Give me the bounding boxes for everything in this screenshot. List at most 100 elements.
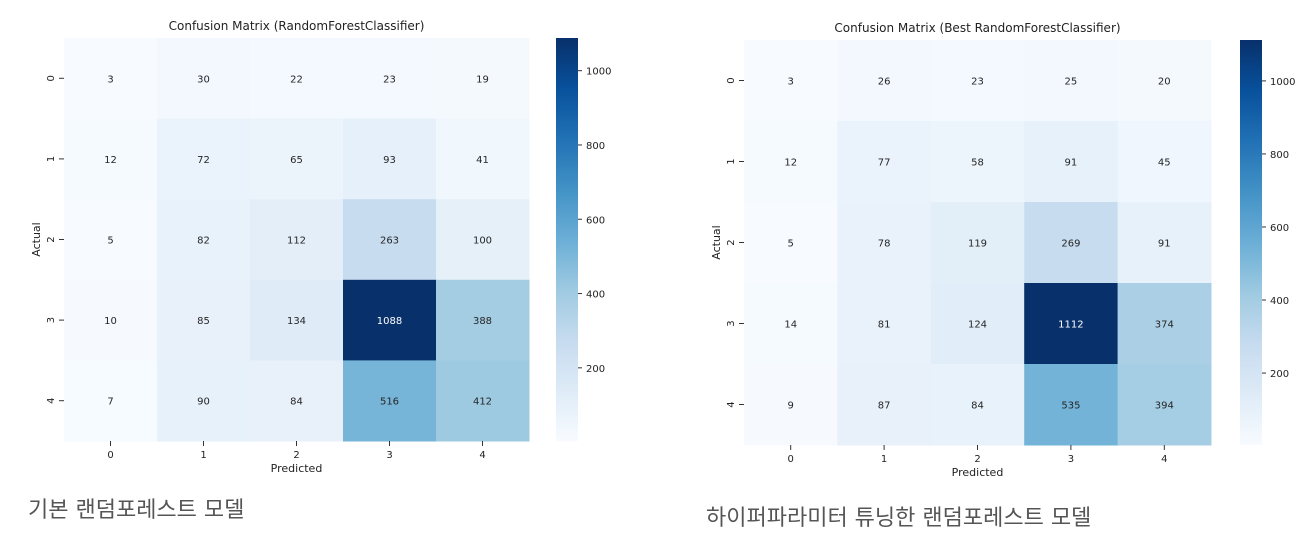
colorbar-tick-label-right-600: 600	[1270, 223, 1289, 234]
x-tick-label-left-0: 0	[107, 450, 113, 461]
cell-left-r0-c2	[250, 38, 344, 120]
cell-left-r3-c4	[436, 279, 530, 361]
chart-title-right: Confusion Matrix (Best RandomForestClass…	[834, 21, 1120, 35]
cell-left-r2-c4	[436, 199, 530, 281]
colorbar-tick-label-right-200: 200	[1270, 369, 1289, 380]
cell-value-right-r1-c1: 77	[878, 158, 891, 169]
cell-value-left-r2-c1: 82	[197, 236, 210, 247]
cell-right-r3-c2	[930, 283, 1025, 365]
cell-value-left-r1-c0: 12	[104, 155, 117, 166]
cell-left-r1-c0	[64, 118, 158, 200]
cell-right-r4-c2	[930, 364, 1025, 446]
cell-value-left-r4-c2: 84	[290, 397, 303, 408]
cell-value-right-r2-c4: 91	[1158, 239, 1171, 250]
cell-value-right-r4-c0: 9	[788, 401, 794, 412]
colorbar-right	[1240, 40, 1262, 445]
cell-value-right-r1-c4: 45	[1158, 158, 1171, 169]
cell-value-right-r0-c4: 20	[1158, 77, 1171, 88]
cell-left-r2-c1	[157, 199, 251, 281]
y-tick-label-left-3: 3	[46, 317, 57, 323]
x-tick-label-right-3: 3	[1068, 454, 1074, 465]
cell-left-r3-c2	[250, 279, 344, 361]
cell-value-left-r4-c1: 90	[197, 397, 210, 408]
chart-title-left: Confusion Matrix (RandomForestClassifier…	[169, 19, 425, 33]
cell-right-r4-c3	[1024, 364, 1119, 446]
caption-tuned-model: 하이퍼파라미터 튜닝한 랜덤포레스트 모델	[706, 506, 1092, 531]
cell-value-left-r0-c2: 22	[290, 74, 303, 85]
cell-value-left-r1-c4: 41	[476, 155, 489, 166]
cell-value-right-r4-c3: 535	[1061, 401, 1080, 412]
cell-value-right-r0-c3: 25	[1065, 77, 1078, 88]
cell-value-left-r0-c4: 19	[476, 74, 489, 85]
cell-value-right-r4-c4: 394	[1155, 401, 1174, 412]
cell-right-r1-c2	[930, 121, 1025, 203]
cell-left-r4-c1	[157, 360, 251, 442]
colorbar-tick-label-left-200: 200	[586, 364, 605, 375]
cell-right-r3-c3	[1024, 283, 1119, 365]
cell-right-r0-c1	[837, 40, 932, 122]
cell-value-right-r3-c4: 374	[1155, 320, 1174, 331]
cell-value-right-r1-c2: 58	[971, 158, 984, 169]
y-axis-label-right: Actual	[710, 225, 723, 259]
y-tick-label-right-2: 2	[726, 239, 737, 245]
cell-right-r2-c2	[930, 202, 1025, 284]
cell-left-r1-c3	[343, 118, 437, 200]
cell-value-left-r3-c4: 388	[473, 316, 492, 327]
cell-value-right-r1-c3: 91	[1065, 158, 1078, 169]
confusion-matrix-left: Confusion Matrix (RandomForestClassifier…	[30, 19, 611, 475]
cell-value-right-r3-c1: 81	[878, 320, 891, 331]
cell-left-r4-c4	[436, 360, 530, 442]
x-tick-label-right-4: 4	[1161, 454, 1167, 465]
x-tick-label-right-0: 0	[788, 454, 794, 465]
cell-value-left-r3-c0: 10	[104, 316, 117, 327]
colorbar-tick-label-right-400: 400	[1270, 296, 1289, 307]
cell-left-r4-c0	[64, 360, 158, 442]
cell-value-left-r4-c0: 7	[107, 397, 113, 408]
cell-value-right-r0-c2: 23	[971, 77, 984, 88]
cell-right-r0-c4	[1117, 40, 1212, 122]
cell-left-r3-c1	[157, 279, 251, 361]
cell-right-r4-c0	[744, 364, 838, 446]
cell-left-r0-c3	[343, 38, 437, 120]
cell-value-right-r1-c0: 12	[784, 158, 797, 169]
x-axis-label-right: Predicted	[952, 466, 1004, 479]
cell-value-right-r0-c1: 26	[878, 77, 891, 88]
x-tick-label-left-4: 4	[479, 450, 485, 461]
cell-value-left-r4-c3: 516	[380, 397, 399, 408]
cell-value-left-r1-c2: 65	[290, 155, 303, 166]
cell-value-right-r2-c2: 119	[968, 239, 987, 250]
y-tick-label-right-4: 4	[726, 401, 737, 407]
cell-left-r3-c0	[64, 279, 158, 361]
colorbar-tick-label-left-800: 800	[586, 141, 605, 152]
colorbar-tick-label-left-600: 600	[586, 215, 605, 226]
colorbar-tick-label-right-800: 800	[1270, 150, 1289, 161]
x-tick-label-left-1: 1	[200, 450, 206, 461]
cell-right-r0-c3	[1024, 40, 1119, 122]
cell-left-r1-c1	[157, 118, 251, 200]
x-tick-label-right-1: 1	[881, 454, 887, 465]
cell-right-r1-c4	[1117, 121, 1212, 203]
cell-right-r0-c0	[744, 40, 838, 122]
cell-right-r0-c2	[930, 40, 1025, 122]
cell-right-r3-c1	[837, 283, 932, 365]
y-tick-label-left-2: 2	[46, 236, 57, 242]
cell-value-left-r2-c0: 5	[107, 236, 113, 247]
cell-value-left-r2-c3: 263	[380, 236, 399, 247]
cell-value-right-r2-c1: 78	[878, 239, 891, 250]
cell-value-right-r4-c1: 87	[878, 401, 891, 412]
y-tick-label-left-1: 1	[46, 156, 57, 162]
x-axis-label-left: Predicted	[271, 462, 323, 475]
cell-left-r4-c2	[250, 360, 344, 442]
cell-left-r0-c0	[64, 38, 158, 120]
cell-left-r0-c1	[157, 38, 251, 120]
cell-value-left-r4-c4: 412	[473, 397, 492, 408]
y-tick-label-left-0: 0	[46, 75, 57, 81]
cell-value-left-r3-c2: 134	[287, 316, 306, 327]
cell-right-r4-c1	[837, 364, 932, 446]
cell-value-left-r1-c3: 93	[383, 155, 396, 166]
cell-value-right-r3-c3: 1112	[1058, 320, 1083, 331]
cell-value-left-r3-c1: 85	[197, 316, 210, 327]
cell-left-r1-c4	[436, 118, 530, 200]
cell-value-left-r3-c3: 1088	[377, 316, 402, 327]
